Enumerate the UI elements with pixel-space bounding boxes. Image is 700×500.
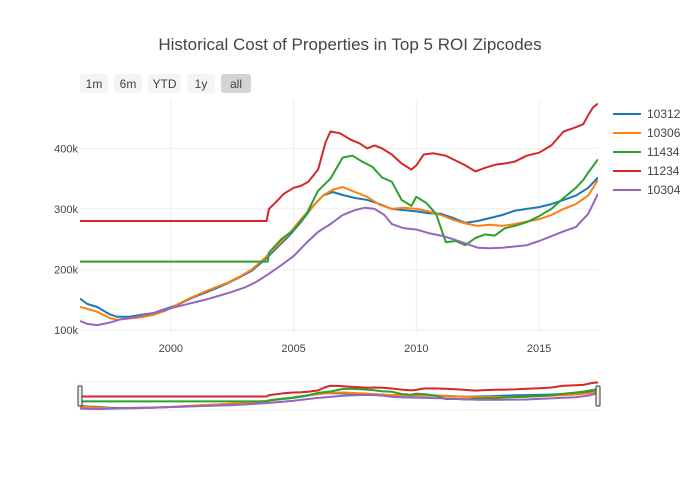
x-tick-label: 2015	[527, 343, 551, 355]
legend: 10312 10306 11434 11234 10304	[613, 107, 681, 197]
range-slider-line-11434	[80, 387, 599, 403]
range-slider-line-11234	[80, 381, 599, 398]
range-button-label: all	[230, 77, 242, 91]
range-button-label: 1m	[86, 77, 103, 91]
series-line-11434[interactable]	[80, 154, 598, 263]
y-tick-label: 200k	[54, 264, 78, 276]
range-button-1y[interactable]: 1y	[187, 74, 215, 93]
series-line-10306[interactable]	[80, 179, 598, 321]
y-tick-label: 400k	[54, 143, 78, 155]
chart-title: Historical Cost of Properties in Top 5 R…	[158, 35, 541, 54]
range-button-6m[interactable]: 6m	[114, 74, 142, 93]
legend-label: 10306	[647, 126, 681, 140]
range-button-label: YTD	[153, 77, 177, 91]
range-button-all[interactable]: all	[221, 74, 251, 93]
range-slider-line-10304	[79, 392, 599, 411]
series-line-10304[interactable]	[80, 193, 598, 327]
x-tick-label: 2010	[404, 343, 428, 355]
series-line-10312[interactable]	[80, 176, 598, 318]
plot-area[interactable]	[80, 102, 598, 327]
legend-item-10312[interactable]: 10312	[613, 107, 681, 121]
y-tick-label: 300k	[54, 204, 78, 216]
range-button-1m[interactable]: 1m	[80, 74, 108, 93]
legend-label: 10304	[647, 183, 681, 197]
range-button-label: 6m	[120, 77, 137, 91]
range-button-bg	[221, 74, 251, 93]
range-slider[interactable]	[77, 381, 601, 411]
legend-item-11434[interactable]: 11434	[613, 145, 680, 159]
range-button-ytd[interactable]: YTD	[148, 74, 181, 93]
range-selector: 1m 6m YTD 1y all	[80, 74, 251, 93]
range-button-bg	[148, 74, 181, 93]
x-axis: 2000 2005 2010 2015	[159, 343, 552, 355]
range-slider-right-handle[interactable]	[595, 385, 601, 407]
legend-label: 10312	[647, 107, 681, 121]
x-tick-label: 2005	[281, 343, 305, 355]
series-line-11234[interactable]	[80, 102, 598, 222]
range-slider-left-handle[interactable]	[77, 385, 83, 407]
x-tick-label: 2000	[159, 343, 183, 355]
legend-label: 11234	[647, 164, 680, 178]
y-axis: 100k 200k 300k 400k	[54, 143, 78, 337]
legend-label: 11434	[647, 145, 680, 159]
legend-item-10304[interactable]: 10304	[613, 183, 681, 197]
range-button-bg	[187, 74, 215, 93]
plot-grid	[80, 100, 598, 333]
range-button-bg	[114, 74, 142, 93]
y-tick-label: 100k	[54, 325, 78, 337]
range-button-label: 1y	[195, 77, 208, 91]
legend-item-11234[interactable]: 11234	[613, 164, 680, 178]
range-button-bg	[80, 74, 108, 93]
legend-item-10306[interactable]: 10306	[613, 126, 681, 140]
